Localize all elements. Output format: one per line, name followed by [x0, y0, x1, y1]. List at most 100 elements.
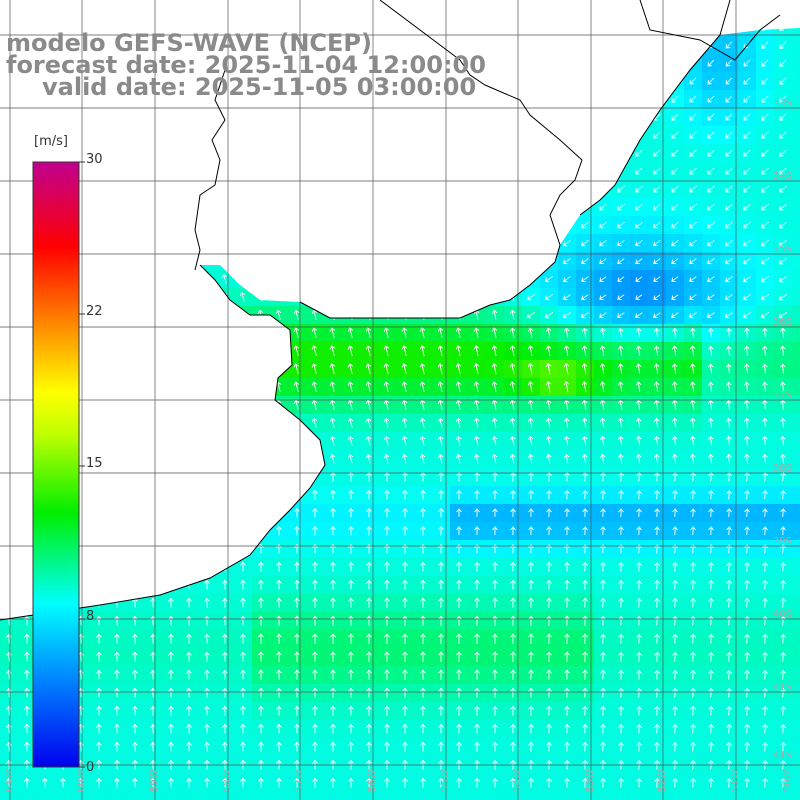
wind-arrow [706, 312, 715, 319]
wind-arrow [689, 294, 697, 301]
title-valid-date: valid date: 2025-11-05 03:00:00 [42, 73, 477, 101]
wind-speed-cell [792, 72, 800, 91]
wind-arrow [617, 345, 624, 356]
wind-arrow [348, 561, 354, 572]
wind-speed-cell [702, 792, 721, 800]
wind-arrow [726, 615, 732, 626]
longitude-label: 50W [782, 769, 793, 792]
wind-speed-cell [792, 28, 800, 37]
wind-arrow [744, 471, 750, 482]
wind-arrow [168, 597, 174, 608]
wind-arrow [401, 327, 408, 339]
wind-arrow [437, 417, 444, 428]
wind-speed-cell [342, 792, 361, 800]
wind-arrow [563, 276, 571, 283]
wind-arrow [726, 669, 732, 680]
wind-arrow [599, 276, 607, 283]
wind-arrow [366, 561, 372, 572]
wind-arrow [707, 399, 714, 410]
wind-arrow [564, 508, 570, 518]
wind-arrow [383, 435, 390, 446]
wind-arrow [348, 633, 354, 644]
wind-arrow [780, 705, 786, 716]
wind-arrow [168, 669, 174, 680]
wind-arrow [618, 526, 624, 536]
wind-arrow [294, 561, 300, 572]
wind-arrow [330, 507, 336, 518]
wind-arrow [330, 489, 336, 500]
wind-arrow [690, 579, 696, 590]
wind-arrow [564, 777, 570, 788]
wind-arrow [618, 615, 624, 626]
wind-arrow [617, 221, 625, 229]
wind-arrow [654, 687, 660, 698]
wind-arrow [690, 471, 696, 482]
wind-arrow [546, 561, 552, 572]
wind-arrow [654, 777, 660, 788]
wind-arrow [654, 723, 660, 734]
longitude-labels: 61W 60W 59W 58W 57W 56W 55W 54W 53W 52W 51W 50W [4, 769, 793, 792]
wind-arrow [240, 777, 246, 788]
wind-arrow [780, 508, 786, 518]
wind-arrow [492, 741, 498, 752]
wind-arrow [618, 579, 624, 590]
wind-speed-cell [522, 792, 541, 800]
wind-speed-cell [792, 630, 800, 649]
wind-arrow [545, 453, 552, 464]
wind-arrow [492, 490, 498, 500]
wind-arrow [672, 597, 678, 608]
wind-arrow [653, 240, 661, 247]
wind-arrow [690, 777, 696, 788]
wind-arrow [528, 597, 534, 608]
wind-arrow [564, 723, 570, 734]
wind-arrow [438, 723, 444, 734]
wind-arrow [654, 633, 660, 644]
wind-arrow [510, 705, 516, 716]
wind-arrow [311, 327, 318, 338]
wind-arrow [473, 327, 480, 339]
wind-arrow [491, 363, 498, 375]
wind-arrow [689, 276, 697, 283]
wind-arrow [671, 167, 679, 175]
wind-arrow [672, 561, 678, 572]
wind-arrow [384, 579, 390, 590]
wind-arrow [617, 381, 624, 392]
wind-arrow [312, 687, 318, 698]
wind-arrow [492, 651, 498, 662]
wind-arrow [527, 453, 534, 464]
wind-arrow [6, 777, 12, 788]
wind-arrow [401, 381, 408, 393]
wind-arrow [276, 651, 282, 662]
wind-arrow [276, 579, 282, 590]
wind-arrow [330, 723, 336, 734]
wind-arrow [365, 453, 372, 464]
wind-speed-cell [792, 522, 800, 541]
wind-arrow [438, 489, 444, 500]
wind-arrow [312, 741, 318, 752]
wind-arrow [672, 579, 678, 590]
wind-arrow [312, 633, 318, 644]
wind-arrow [491, 327, 498, 338]
wind-arrow [779, 363, 786, 374]
wind-arrow [761, 131, 769, 139]
wind-arrow [779, 149, 787, 157]
wind-arrow [420, 561, 426, 572]
wind-arrow [293, 345, 300, 357]
wind-arrow [186, 633, 192, 644]
wind-arrow [258, 651, 264, 662]
wind-arrow [492, 633, 498, 644]
wind-arrow [743, 59, 751, 67]
wind-arrow [510, 741, 516, 752]
wind-arrow [707, 258, 715, 265]
wind-arrow [653, 327, 660, 338]
wind-speed-cell [414, 792, 433, 800]
wind-arrow [743, 399, 750, 410]
wind-arrow [78, 777, 84, 788]
wind-arrow [564, 561, 570, 572]
wind-arrow [780, 687, 786, 698]
wind-arrow [671, 294, 679, 301]
wind-arrow [24, 723, 30, 734]
wind-arrow [186, 651, 192, 662]
wind-arrow [760, 312, 769, 319]
